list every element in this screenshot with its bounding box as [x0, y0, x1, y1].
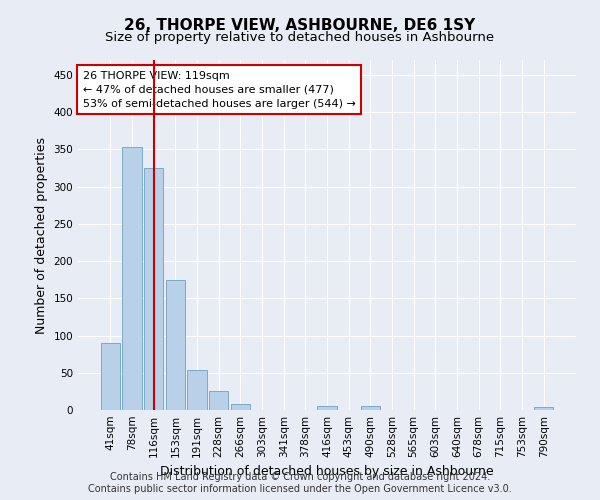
Text: Size of property relative to detached houses in Ashbourne: Size of property relative to detached ho… — [106, 31, 494, 44]
Text: 26 THORPE VIEW: 119sqm
← 47% of detached houses are smaller (477)
53% of semi-de: 26 THORPE VIEW: 119sqm ← 47% of detached… — [83, 70, 356, 108]
Bar — [209, 392, 229, 410]
Y-axis label: Number of detached properties: Number of detached properties — [35, 136, 48, 334]
Bar — [166, 280, 185, 410]
Text: Contains HM Land Registry data © Crown copyright and database right 2024.
Contai: Contains HM Land Registry data © Crown c… — [88, 472, 512, 494]
X-axis label: Distribution of detached houses by size in Ashbourne: Distribution of detached houses by size … — [160, 466, 494, 478]
Bar — [187, 370, 207, 410]
Bar — [317, 406, 337, 410]
Bar — [122, 147, 142, 410]
Bar — [230, 404, 250, 410]
Bar — [144, 168, 163, 410]
Bar — [101, 343, 120, 410]
Bar — [361, 406, 380, 410]
Text: 26, THORPE VIEW, ASHBOURNE, DE6 1SY: 26, THORPE VIEW, ASHBOURNE, DE6 1SY — [124, 18, 476, 32]
Bar — [534, 407, 553, 410]
